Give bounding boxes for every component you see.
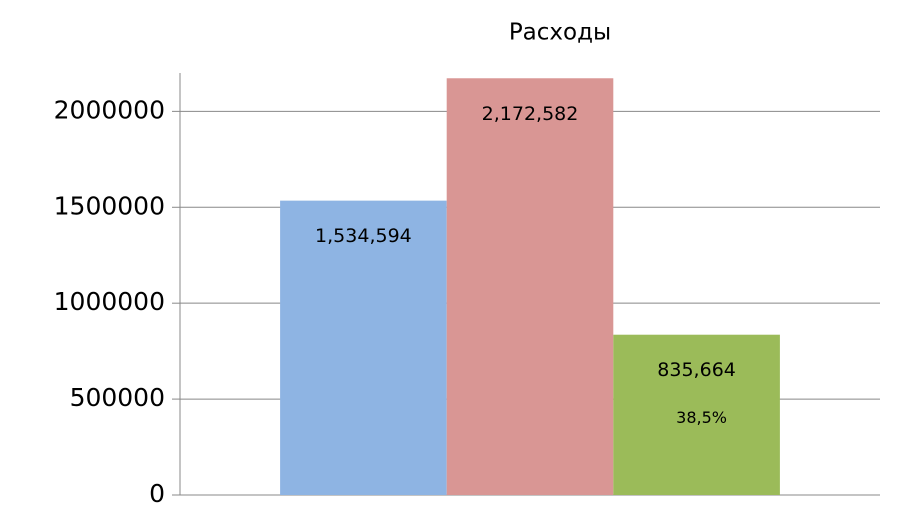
y-tick-label: 1000000 [54,287,165,316]
bar [446,78,614,495]
y-tick-label: 1500000 [54,191,165,220]
data-label: 1,534,594 [315,225,412,247]
bar [280,200,447,495]
y-tick-label: 500000 [70,383,165,412]
annotation: 38,5% [676,408,727,427]
y-tick-label: 0 [149,479,165,508]
y-tick-label: 2000000 [54,95,165,124]
data-label: 835,664 [657,359,736,381]
chart-title: Расходы [509,20,611,46]
bar [613,334,780,495]
data-label: 2,172,582 [482,103,579,125]
